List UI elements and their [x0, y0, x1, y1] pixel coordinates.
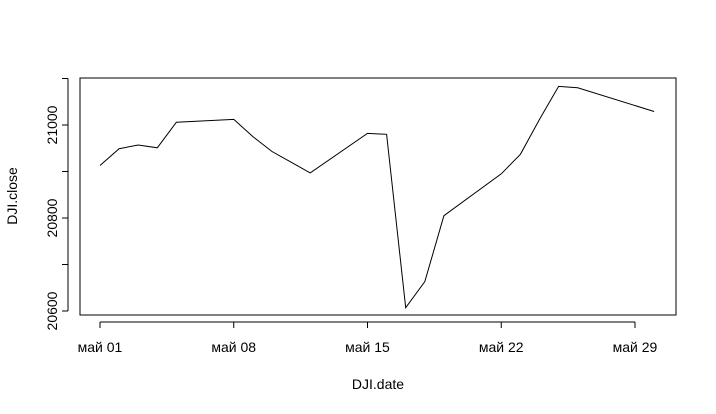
y-tick-label: 21000: [44, 105, 60, 144]
x-axis: май 01 май 08 май 15 май 22 май 29: [78, 321, 658, 355]
y-tick-label: 20800: [44, 198, 60, 237]
series-line-dji-close: [99, 85, 655, 310]
x-axis-title: DJI.date: [352, 376, 404, 392]
x-tick-label: май 15: [345, 339, 390, 355]
x-tick-label: май 29: [613, 339, 658, 355]
x-tick-label: май 08: [211, 339, 256, 355]
y-axis: 20600 20800 21000: [44, 78, 69, 330]
x-tick-label: май 01: [78, 339, 123, 355]
y-axis-title: DJI.close: [4, 167, 20, 225]
y-tick-label: 20600: [44, 291, 60, 330]
plot-box: [79, 77, 677, 316]
x-tick-label: май 22: [479, 339, 524, 355]
